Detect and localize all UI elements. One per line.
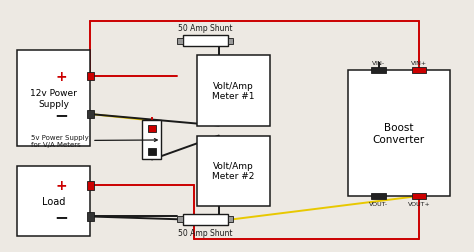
Bar	[348, 71, 450, 196]
Text: VIN+: VIN+	[411, 61, 427, 66]
Text: −: −	[54, 208, 68, 226]
Bar	[177, 216, 182, 223]
Bar	[228, 38, 233, 45]
Bar	[177, 38, 182, 45]
Bar	[143, 121, 161, 160]
Bar	[412, 193, 426, 199]
Text: Boost
Converter: Boost Converter	[373, 123, 425, 144]
Bar	[87, 111, 93, 119]
Text: 50 Amp Shunt: 50 Amp Shunt	[178, 24, 232, 33]
Bar	[148, 125, 156, 132]
Bar	[148, 149, 156, 155]
Bar	[17, 51, 91, 146]
Bar	[17, 166, 91, 236]
Bar	[197, 136, 270, 206]
Bar	[87, 182, 93, 190]
Text: VIN-: VIN-	[372, 61, 385, 66]
Bar	[197, 56, 270, 126]
Bar	[372, 68, 386, 74]
Text: 5v Power Supply
for V/A Meters: 5v Power Supply for V/A Meters	[31, 135, 157, 147]
Bar	[182, 36, 228, 47]
Text: VOUT+: VOUT+	[408, 201, 430, 206]
Bar	[412, 68, 426, 74]
Bar	[228, 216, 233, 223]
Text: Load: Load	[42, 196, 65, 206]
Bar	[372, 193, 386, 199]
Text: Volt/Amp
Meter #2: Volt/Amp Meter #2	[212, 162, 255, 181]
Text: +: +	[55, 70, 67, 83]
Text: 50 Amp Shunt: 50 Amp Shunt	[178, 228, 232, 237]
Text: Volt/Amp
Meter #1: Volt/Amp Meter #1	[212, 81, 255, 101]
Bar	[182, 214, 228, 225]
Text: VOUT-: VOUT-	[369, 201, 388, 206]
Bar	[87, 213, 93, 221]
Text: 12v Power
Supply: 12v Power Supply	[30, 89, 77, 108]
Text: −: −	[54, 106, 68, 123]
Bar	[87, 73, 93, 81]
Text: +: +	[55, 179, 67, 193]
